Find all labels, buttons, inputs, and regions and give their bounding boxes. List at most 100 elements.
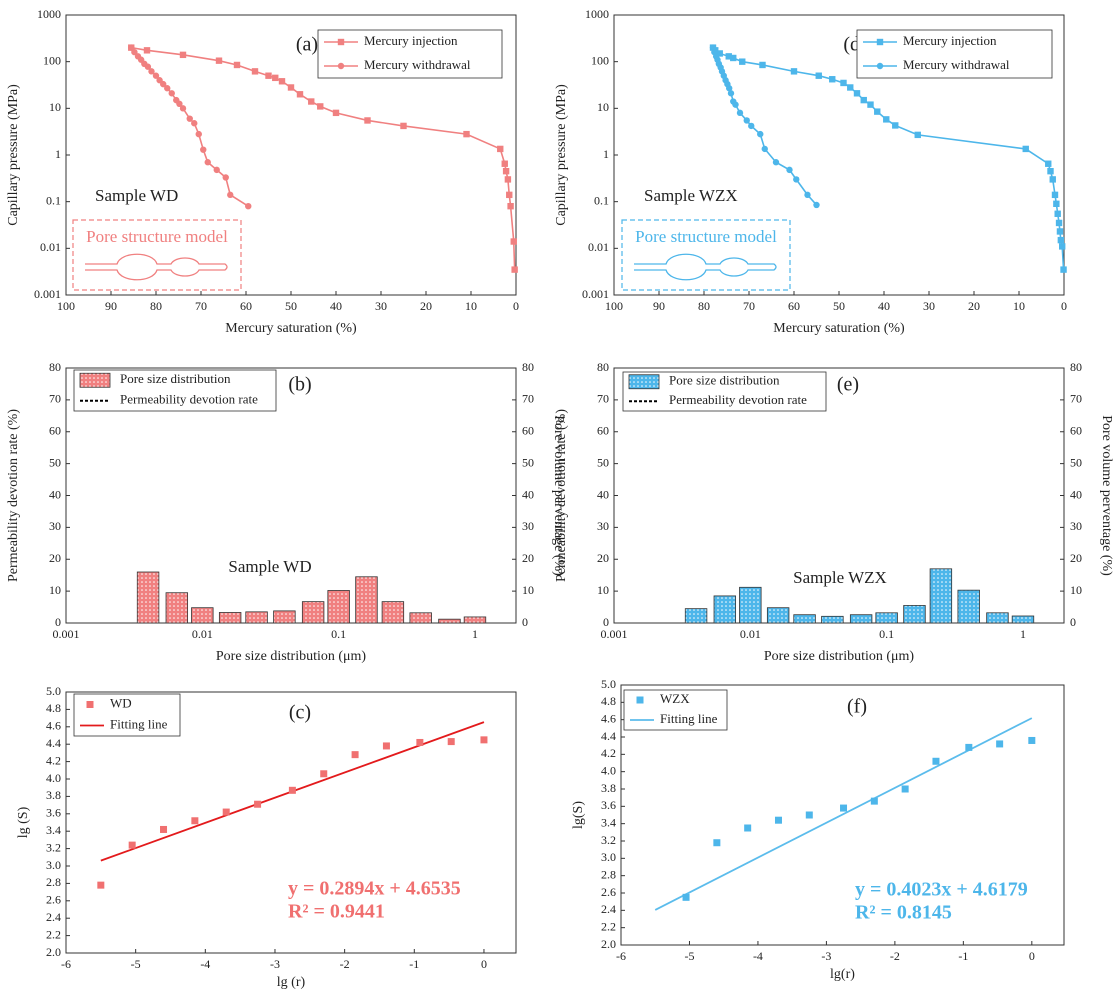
marker [732,101,739,108]
marker [497,145,504,153]
marker [200,146,207,153]
marker [743,117,750,124]
x-tick-label: -3 [821,949,831,963]
y-tick-label: 1 [55,147,61,161]
marker [254,800,262,808]
x-tick-label: 0 [1029,949,1035,963]
marker [511,266,518,273]
y-tick-label: 5.0 [46,684,61,698]
x-tick-label: 1 [1020,627,1026,641]
y-tick-label: 5.0 [601,677,616,691]
marker [416,738,424,746]
marker [892,122,899,129]
marker [195,130,202,138]
x-axis-title: Mercury saturation (%) [773,321,905,336]
y-tick-label: 2.4 [46,910,61,924]
x-tick-label: 0 [1061,299,1067,313]
y-tick-label: 1 [603,147,609,161]
marker [870,797,878,805]
x-tick-label: 80 [150,299,162,313]
marker [245,202,252,210]
y2-tick-label: 50 [522,455,534,469]
marker [1028,736,1036,744]
y-tick-label: 60 [49,424,61,438]
y2-tick-label: 40 [1070,487,1082,501]
marker [736,109,744,117]
y-axis-title: Permeability devotion rate (%) [554,409,569,582]
plot-frame [65,691,517,954]
legend-marker [337,38,345,46]
y-tick-label: 20 [49,551,61,565]
marker [1055,219,1063,227]
marker [186,115,193,122]
y-tick-label: 2.2 [46,927,61,941]
y-tick-label: 60 [597,424,609,438]
marker [510,238,517,245]
y2-tick-label: 30 [1070,519,1082,533]
y-tick-label: 4.2 [601,746,616,760]
marker [179,51,187,59]
y-tick-label: 4.4 [46,736,61,750]
marker [860,96,867,104]
sample-label: Sample WD [95,186,178,205]
y-tick-label: 50 [597,455,609,469]
x-axis-title: Mercury saturation (%) [225,321,357,336]
bar [273,610,296,624]
bar [218,612,242,624]
y-tick-label: 2.8 [46,875,61,889]
marker [1059,243,1066,250]
y-tick-label: 3.6 [601,798,616,812]
marker [97,881,105,889]
x-tick-label: 70 [743,299,755,313]
legend-label: Fitting line [660,711,718,726]
y-tick-label: 3.4 [601,815,616,829]
y2-tick-label: 40 [522,487,534,501]
model-box [72,219,242,291]
marker [507,202,514,210]
legend-label: Mercury withdrawal [903,57,1010,72]
y-tick-label: 0 [603,615,609,629]
y-tick-label: 10 [597,583,609,597]
x-axis-title: lg (r) [277,975,306,990]
panel-label: (c) [289,702,311,724]
y-tick-label: 10 [49,100,61,114]
y-tick-label: 40 [597,487,609,501]
y2-tick-label: 70 [522,392,534,406]
y-tick-label: 2.4 [601,902,616,916]
marker [128,841,136,849]
marker [131,48,138,56]
marker [164,85,171,92]
fit-equation: y = 0.2894x + 4.6535 [288,878,461,900]
legend-label: Fitting line [110,716,168,731]
y-tick-label: 3.6 [46,806,61,820]
y2-tick-label: 30 [522,519,534,533]
y-tick-label: 3.0 [46,858,61,872]
marker [447,738,455,746]
legend-label: Pore size distribution [669,373,780,388]
x-tick-label: -1 [958,949,968,963]
y2-axis-title: Pore volume perventage (%) [1099,415,1113,576]
sample-label: Sample WD [228,557,311,576]
y-tick-label: 0.001 [34,287,61,301]
y-tick-label: 70 [597,392,609,406]
y2-axis-title: Pore volume perventage (%) [551,415,566,576]
y-axis-title: Permeability devotion rate (%) [6,409,21,582]
marker [840,79,847,87]
marker [144,63,152,70]
marker [168,90,175,97]
marker [815,72,822,79]
marker [272,74,279,82]
marker [287,84,295,91]
y-tick-label: 3.2 [601,833,616,847]
bar [849,614,873,624]
y-tick-label: 2.6 [601,885,616,899]
y2-tick-label: 20 [1070,551,1082,565]
bar [766,607,790,624]
marker [288,786,296,794]
bar [355,576,378,624]
marker [772,159,780,166]
legend-label: WZX [660,691,690,706]
y-tick-label: 30 [49,519,61,533]
marker [847,84,854,91]
bar [986,612,1009,624]
